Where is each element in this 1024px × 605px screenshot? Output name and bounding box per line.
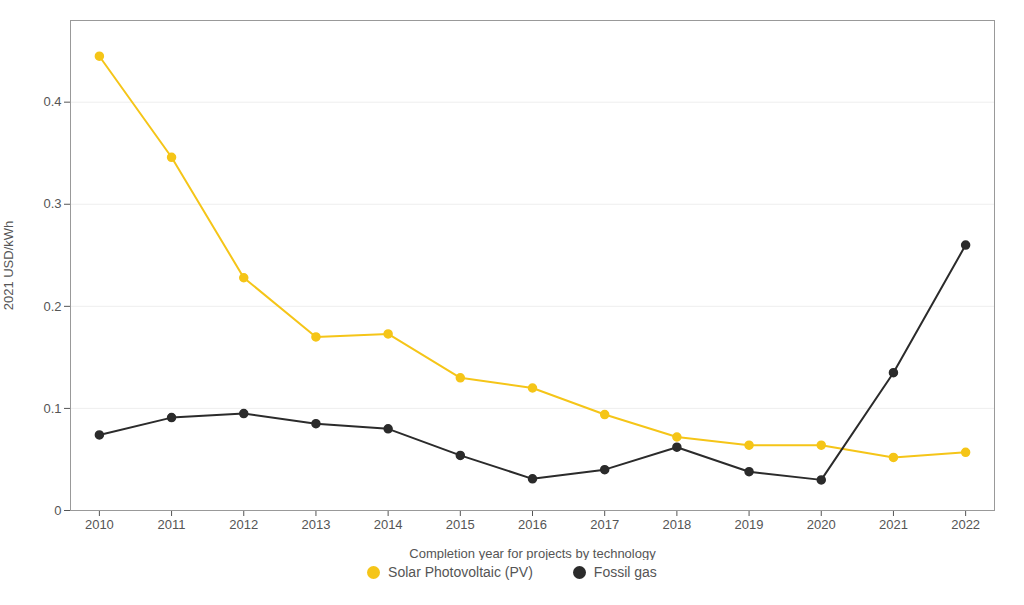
svg-text:2011: 2011 — [158, 517, 186, 532]
svg-text:2016: 2016 — [518, 517, 547, 532]
svg-text:2014: 2014 — [374, 517, 403, 532]
svg-text:0.2: 0.2 — [43, 298, 61, 313]
svg-text:2021 USD/kWh: 2021 USD/kWh — [1, 221, 16, 311]
svg-text:2017: 2017 — [590, 517, 619, 532]
svg-text:2022: 2022 — [951, 517, 980, 532]
html-text:Fossil gas: Fossil gas — [593, 564, 657, 580]
svg-text:2021: 2021 — [879, 517, 908, 532]
svg-text:2020: 2020 — [807, 517, 836, 532]
svg-text:2018: 2018 — [662, 517, 691, 532]
svg-text:0: 0 — [54, 503, 61, 518]
svg-text:2019: 2019 — [735, 517, 764, 532]
svg-text:0.4: 0.4 — [43, 94, 61, 109]
svg-text:2013: 2013 — [301, 517, 330, 532]
svg-text:2015: 2015 — [446, 517, 475, 532]
svg-text:0.1: 0.1 — [43, 401, 61, 416]
svg-text:Completion year for projects b: Completion year for projects by technolo… — [409, 546, 656, 561]
svg-text:0.3: 0.3 — [43, 196, 61, 211]
html-text:Solar Photovoltaic (PV): Solar Photovoltaic (PV) — [388, 564, 533, 580]
svg-text:2012: 2012 — [229, 517, 258, 532]
svg-text:2010: 2010 — [85, 517, 114, 532]
